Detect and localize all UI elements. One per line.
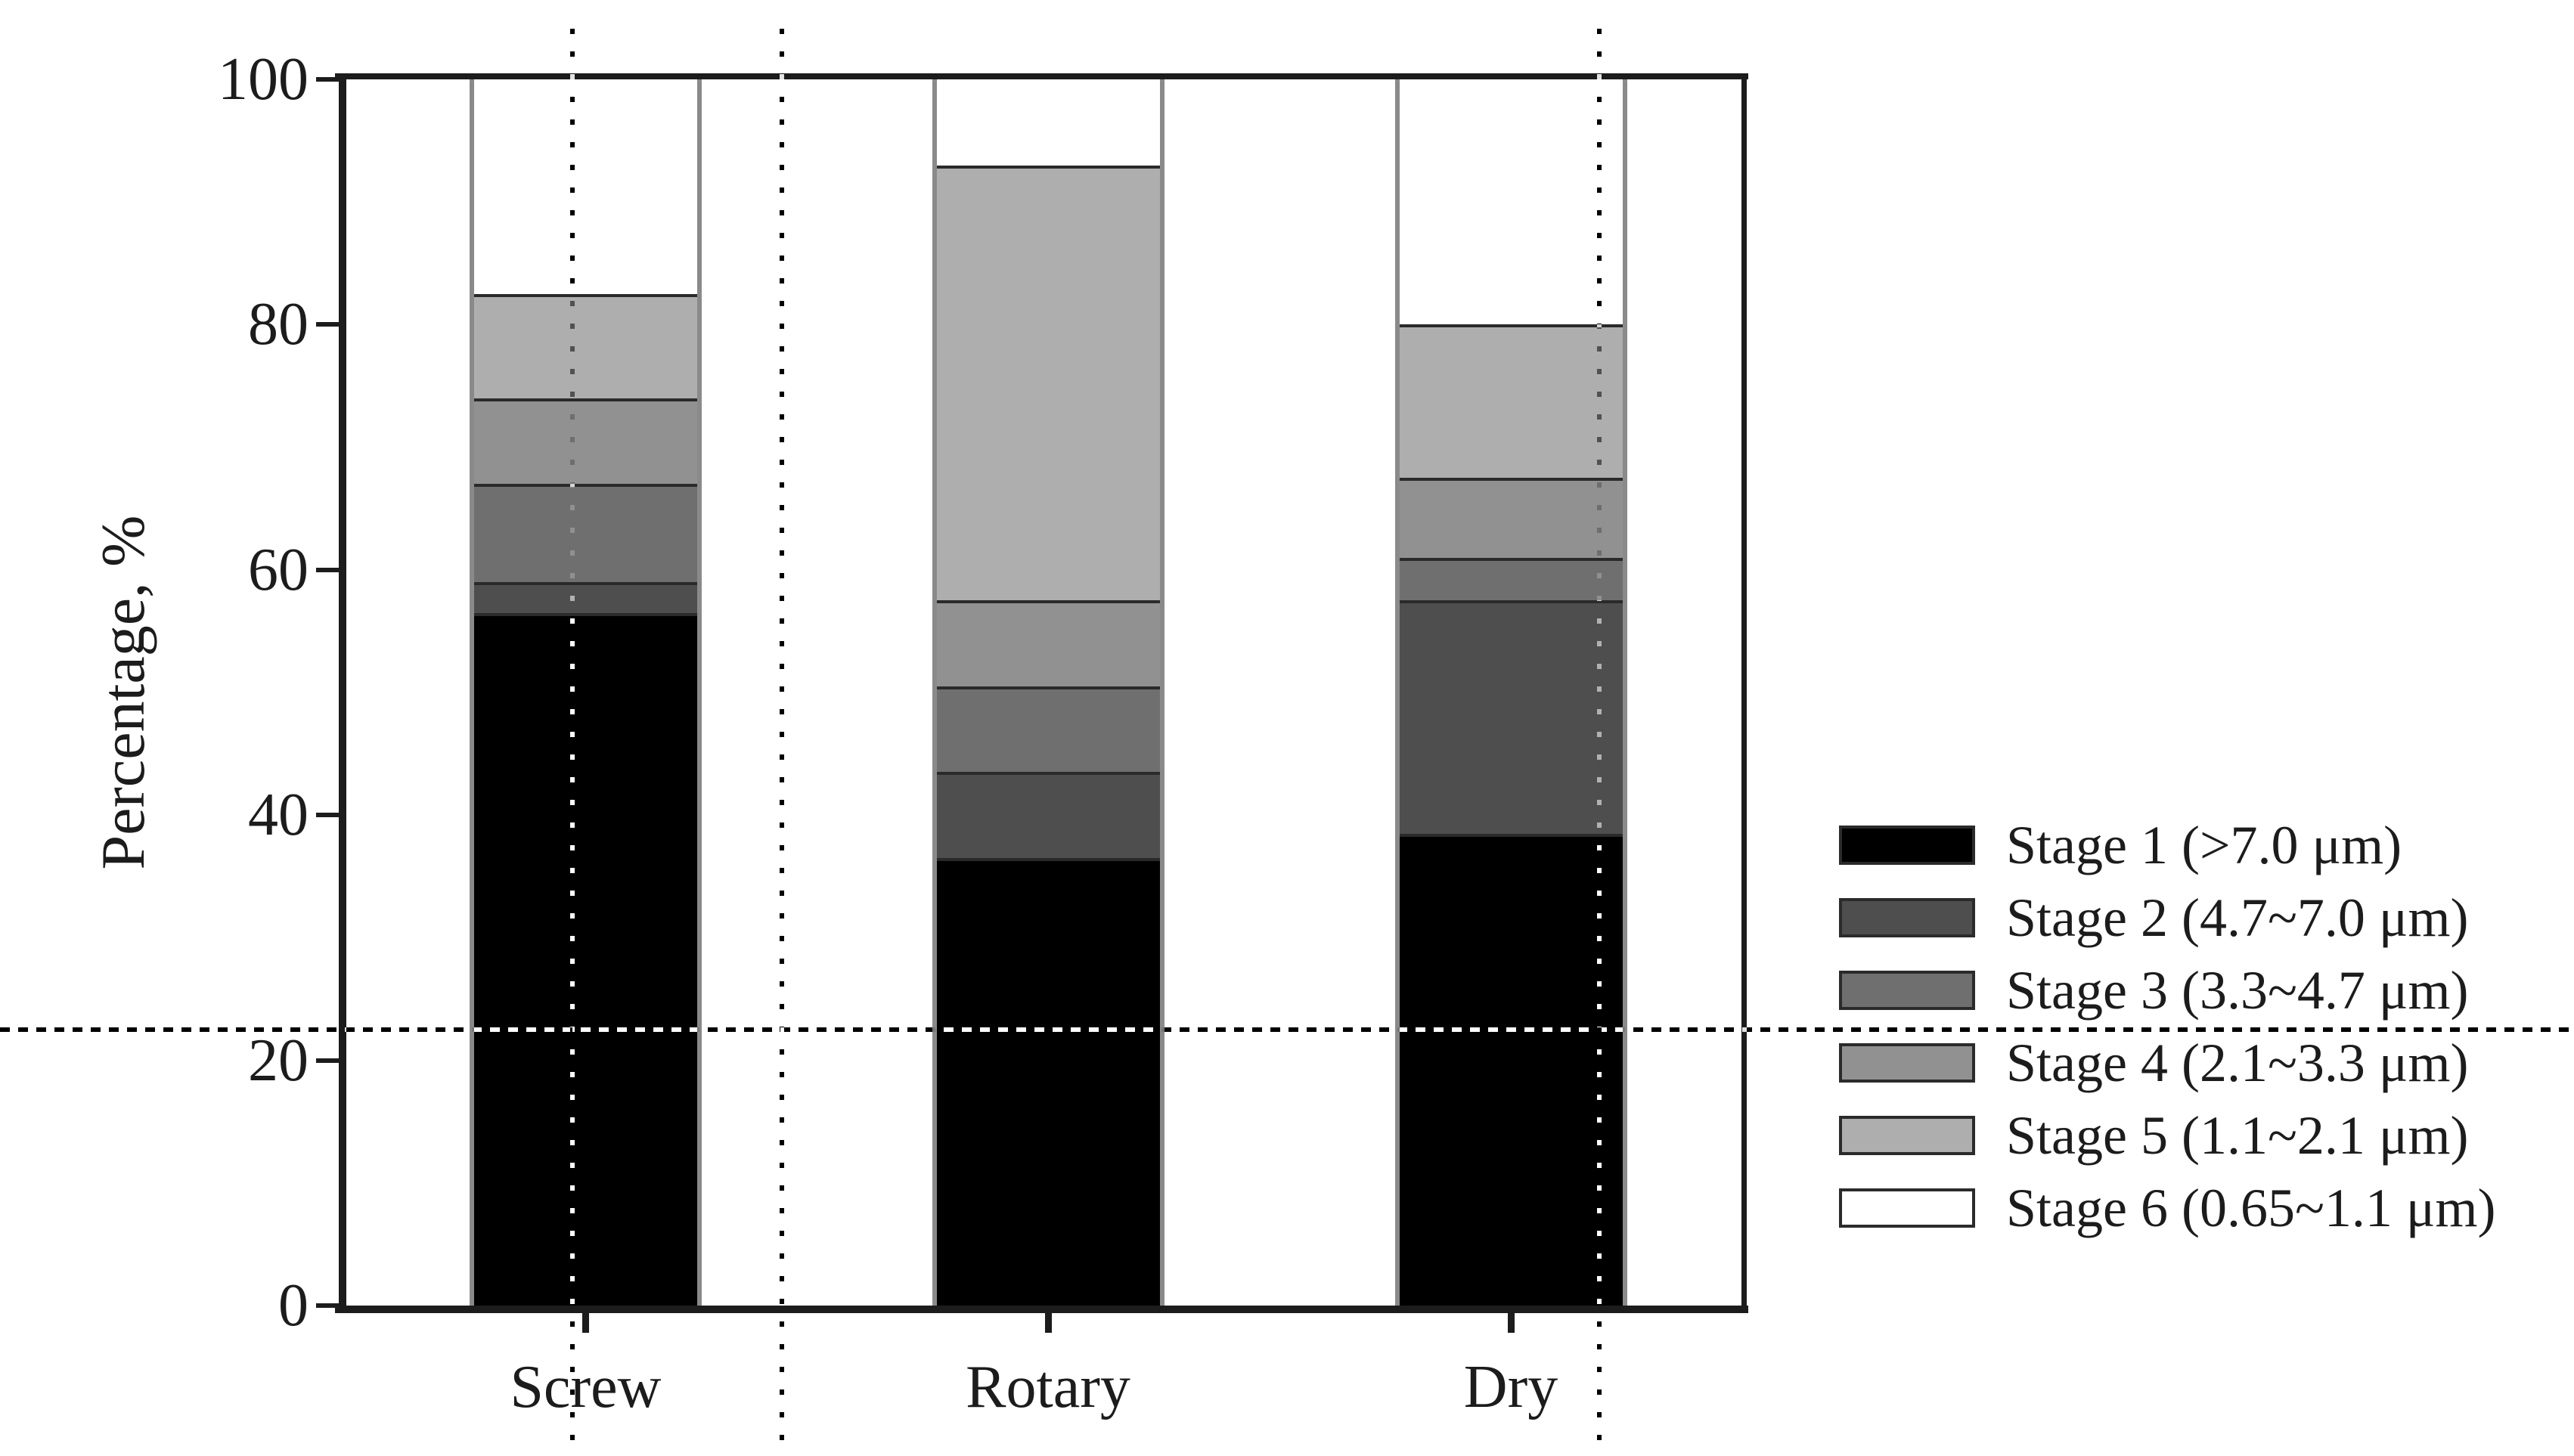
bar-segment-stage4	[1399, 478, 1623, 558]
bar-segment-stage6	[936, 79, 1160, 166]
vertical-dotted-guide-1	[569, 29, 575, 1448]
legend-swatch-stage6	[1839, 1188, 1975, 1228]
bar-segment-stage1	[1399, 833, 1623, 1306]
y-tick-mark-60	[316, 567, 339, 572]
plot-right-border	[1741, 79, 1747, 1313]
legend-label-stage1: Stage 1 (>7.0 μm)	[2006, 815, 2402, 875]
bar-rotary	[932, 79, 1165, 1306]
y-tick-mark-20	[316, 1058, 339, 1063]
bar-segment-stage1	[473, 612, 697, 1306]
vertical-dotted-guide-2	[779, 29, 784, 1448]
y-axis-title: Percentage, %	[88, 515, 157, 870]
bar-segment-stage3	[1399, 557, 1623, 601]
x-category-label-dry: Dry	[1463, 1354, 1558, 1420]
bar-segment-stage2	[1399, 600, 1623, 834]
legend-label-stage2: Stage 2 (4.7~7.0 μm)	[2006, 888, 2469, 948]
bar-segment-stage6	[1399, 79, 1623, 325]
bar-segment-stage5	[473, 293, 697, 398]
bar-segment-stage4	[473, 398, 697, 485]
y-tick-label-60: 60	[248, 536, 309, 603]
y-tick-mark-100	[316, 77, 339, 82]
x-tick-mark-dry	[1508, 1313, 1515, 1333]
bar-segment-stage6	[473, 79, 697, 294]
y-tick-label-20: 20	[248, 1027, 309, 1094]
bar-segment-stage3	[936, 686, 1160, 773]
legend-swatch-stage4	[1839, 1043, 1975, 1083]
horizontal-dotted-guide	[0, 1027, 2574, 1033]
legend-label-stage6: Stage 6 (0.65~1.1 μm)	[2006, 1178, 2496, 1238]
y-tick-label-80: 80	[248, 291, 309, 358]
y-tick-mark-40	[316, 813, 339, 818]
legend-label-stage3: Stage 3 (3.3~4.7 μm)	[2006, 960, 2469, 1021]
bar-dry	[1394, 79, 1627, 1306]
y-tick-label-0: 0	[278, 1272, 309, 1339]
y-tick-mark-0	[316, 1303, 339, 1308]
legend-label-stage4: Stage 4 (2.1~3.3 μm)	[2006, 1033, 2469, 1093]
bar-screw	[469, 79, 702, 1306]
x-tick-mark-rotary	[1045, 1313, 1053, 1333]
legend-swatch-stage1	[1839, 826, 1975, 865]
legend-swatch-stage3	[1839, 971, 1975, 1010]
vertical-dotted-guide-3	[1596, 29, 1602, 1448]
y-tick-label-40: 40	[248, 782, 309, 849]
x-category-label-rotary: Rotary	[966, 1354, 1130, 1420]
y-axis-line	[339, 79, 346, 1313]
plot-top-border	[335, 73, 1748, 79]
legend-swatch-stage5	[1839, 1116, 1975, 1155]
bar-segment-stage1	[936, 857, 1160, 1306]
bar-segment-stage5	[1399, 324, 1623, 479]
bar-segment-stage5	[936, 165, 1160, 601]
x-category-label-screw: Screw	[510, 1354, 662, 1420]
bar-segment-stage4	[936, 600, 1160, 686]
bar-segment-stage3	[473, 484, 697, 582]
bar-segment-stage2	[936, 772, 1160, 858]
y-tick-label-100: 100	[218, 46, 309, 113]
y-tick-mark-80	[316, 322, 339, 327]
legend-label-stage5: Stage 5 (1.1~2.1 μm)	[2006, 1105, 2469, 1166]
bar-segment-stage2	[473, 582, 697, 613]
x-tick-mark-screw	[582, 1313, 590, 1333]
x-axis-line	[335, 1306, 1748, 1313]
legend-swatch-stage2	[1839, 898, 1975, 937]
